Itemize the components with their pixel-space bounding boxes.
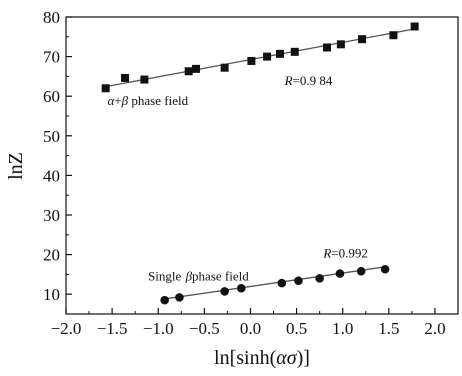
x-tick-label: 2.0 xyxy=(424,319,445,338)
annotation-r-value-lower: =0.992 xyxy=(331,245,368,260)
x-axis-label: ln[sinh(ασ)] xyxy=(214,347,310,369)
annotation-beta-single: β xyxy=(185,269,193,284)
y-tick-label: 60 xyxy=(43,87,60,106)
x-axis-label-prefix: ln[sinh( xyxy=(214,347,277,369)
y-axis-ticks: 10 20 30 40 50 60 70 80 xyxy=(43,8,72,304)
fit-line-alpha-beta xyxy=(105,28,415,88)
square-marker xyxy=(263,52,272,61)
x-tick-label: 1.0 xyxy=(332,319,353,338)
circle-marker xyxy=(220,287,229,296)
square-marker xyxy=(247,56,256,65)
annotation-alpha-beta-phase-field: α+β phase field xyxy=(108,93,189,108)
data-points xyxy=(101,22,419,305)
square-marker xyxy=(358,35,367,44)
square-marker xyxy=(140,75,149,84)
circle-marker xyxy=(294,276,303,286)
circle-marker xyxy=(335,269,345,278)
annotation-r-upper: R=0.9 84 xyxy=(284,73,333,88)
square-marker xyxy=(290,47,299,56)
annotation-beta: β xyxy=(121,93,129,108)
square-marker xyxy=(121,73,130,82)
circle-marker xyxy=(277,278,287,288)
y-tick-label: 70 xyxy=(43,48,60,67)
annotation-plus: + xyxy=(114,93,121,108)
square-marker xyxy=(323,43,332,52)
circle-marker xyxy=(356,266,366,276)
y-axis-label: lnZ xyxy=(5,152,27,180)
square-marker xyxy=(410,22,419,31)
annotation-phase-field-single: phase field xyxy=(192,269,249,284)
square-marker xyxy=(101,84,110,93)
square-marker xyxy=(389,31,398,40)
x-tick-label: −1.0 xyxy=(143,319,174,338)
circle-marker xyxy=(315,274,324,283)
circle-marker xyxy=(380,264,390,274)
y-tick-label: 30 xyxy=(43,206,60,225)
y-tick-label: 20 xyxy=(43,246,60,265)
x-tick-label: −1.5 xyxy=(97,319,128,338)
x-axis-label-italic: ασ xyxy=(276,347,297,369)
circle-marker xyxy=(160,295,169,305)
annotation-single: Single xyxy=(148,269,184,284)
y-tick-label: 40 xyxy=(43,166,60,185)
annotation-r-lower: R=0.992 xyxy=(322,245,368,260)
annotation-phase-field: phase field xyxy=(128,93,188,108)
annotation-r-symbol: R xyxy=(284,73,293,88)
square-marker xyxy=(220,63,229,72)
square-marker xyxy=(192,64,201,73)
x-tick-label: 1.5 xyxy=(378,319,399,338)
x-tick-label: 0.5 xyxy=(286,319,307,338)
y-tick-label: 80 xyxy=(43,8,60,27)
x-axis-label-suffix: )] xyxy=(297,347,310,369)
y-tick-label: 50 xyxy=(43,127,60,146)
annotation-single-beta-phase-field: Single βphase field xyxy=(148,269,249,284)
square-marker xyxy=(275,49,284,58)
circle-marker xyxy=(236,283,246,293)
annotation-r-symbol-lower: R xyxy=(322,245,331,260)
annotation-r-value: =0.9 84 xyxy=(293,73,333,88)
square-marker xyxy=(184,67,193,76)
x-tick-label: 0.0 xyxy=(240,319,261,338)
circle-marker xyxy=(175,293,184,302)
fit-line-single-beta xyxy=(164,266,386,300)
y-tick-label: 10 xyxy=(43,285,60,304)
x-tick-label: −2.0 xyxy=(51,319,82,338)
annotation-alpha: α xyxy=(108,93,116,108)
x-tick-label: −0.5 xyxy=(189,319,220,338)
square-marker xyxy=(336,40,345,49)
x-axis-ticks: −2.0 −1.5 −1.0 −0.5 0.0 0.5 1.0 1.5 2.0 xyxy=(51,308,446,338)
fit-lines xyxy=(105,28,415,300)
plot-frame xyxy=(65,16,459,315)
